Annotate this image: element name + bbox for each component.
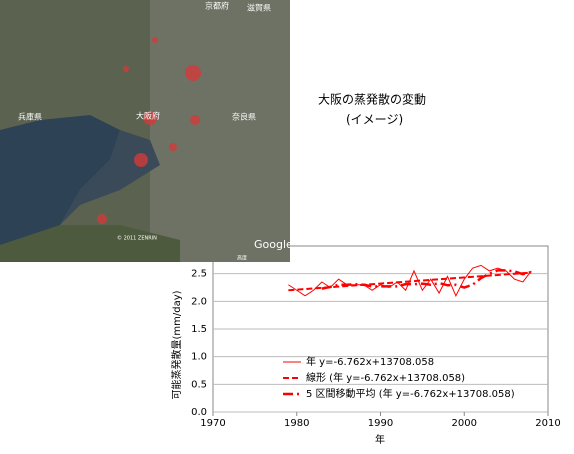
y-tick-label: 0.0 [191, 407, 207, 418]
x-tick-label: 2000 [452, 418, 477, 429]
caption-title: 大阪の蒸発散の変動 [318, 92, 426, 107]
legend-label: 線形 (年 y=-6.762x+13708.058) [306, 371, 465, 384]
map-label: 奈良県 [232, 112, 256, 122]
map-marker [123, 66, 129, 72]
map-marker [152, 37, 158, 43]
caption-note: (イメージ) [346, 113, 403, 127]
map-label: 京都府 [205, 1, 229, 11]
map-land [0, 225, 180, 262]
y-tick-label: 1.0 [191, 352, 207, 363]
map-credit: © 2011 ZENRIN [117, 235, 157, 242]
map-label: 滋賀県 [247, 3, 271, 13]
map-marker [190, 115, 200, 125]
y-tick-label: 2.5 [191, 269, 207, 280]
map-marker [97, 214, 107, 224]
y-tick-label: 1.5 [191, 324, 207, 335]
y-axis-label: 可能蒸発散量(mm/day) [170, 290, 183, 399]
series-line [321, 269, 532, 290]
map-marker [169, 143, 177, 151]
map-sea [0, 115, 120, 245]
x-tick-label: 2010 [535, 418, 560, 429]
y-tick-label: 2.0 [191, 296, 207, 307]
map-label: 兵庫県 [18, 112, 42, 122]
map-label: 大阪府 [136, 111, 160, 121]
map-marker [185, 65, 201, 81]
map: 京都府 滋賀県 兵庫県 大阪府 奈良県 Google © 2011 ZENRIN… [0, 0, 293, 262]
legend-label: 年 y=-6.762x+13708.058 [306, 355, 434, 368]
x-tick-label: 1980 [284, 418, 309, 429]
map-logo: Google [254, 238, 293, 251]
y-tick-label: 0.5 [191, 379, 207, 390]
legend-label: 5 区間移動平均 (年 y=-6.762x+13708.058) [306, 387, 515, 400]
map-sea [60, 130, 160, 225]
x-tick-label: 1970 [200, 418, 225, 429]
map-scale: 高度 [237, 255, 247, 262]
x-axis-label: 年 [375, 433, 385, 446]
map-land [150, 0, 290, 262]
map-marker [143, 111, 157, 125]
chart: 年 可能蒸発散量(mm/day) 0.0 0.5 1.0 1.5 2.0 2.5 1970 1… [170, 245, 561, 446]
map-marker [134, 153, 148, 167]
x-tick-label: 1990 [368, 418, 393, 429]
